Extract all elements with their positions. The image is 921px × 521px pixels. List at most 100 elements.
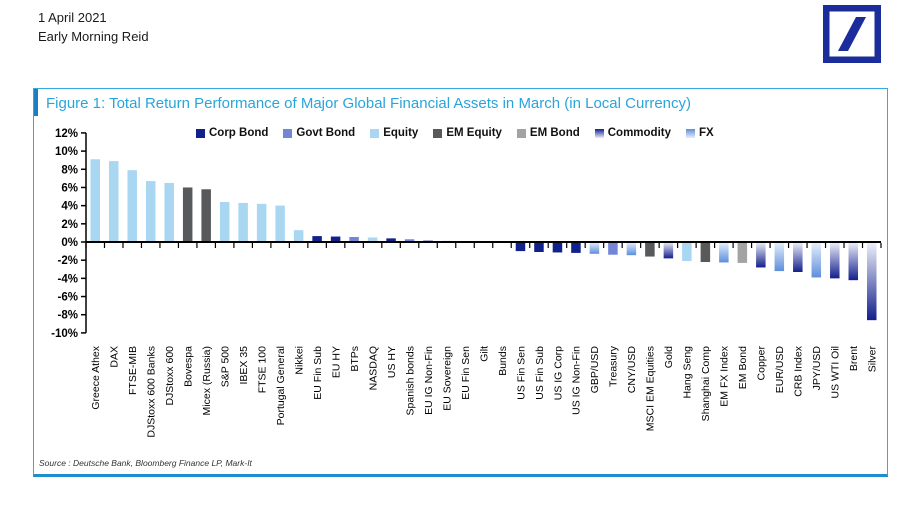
bar-hang-seng xyxy=(682,242,692,262)
x-axis-label: IBEX 35 xyxy=(238,346,250,385)
bar-treasury xyxy=(608,242,618,255)
bar-us-ig-non-fin xyxy=(571,242,581,253)
source-note: Source : Deutsche Bank, Bloomberg Financ… xyxy=(39,458,252,468)
legend-label: Govt Bond xyxy=(296,127,356,139)
bar-us-fin-sub xyxy=(534,242,544,252)
y-axis-tick-label: -6% xyxy=(58,292,78,304)
x-axis-label: DJStoxx 600 Banks xyxy=(146,346,158,438)
y-axis-tick-label: 10% xyxy=(55,146,78,158)
bar-msci-em-equities xyxy=(645,242,655,257)
bar-portugal-general xyxy=(275,205,285,242)
bar-spanish-bonds xyxy=(404,239,415,242)
bar-cny-usd xyxy=(626,242,637,256)
chart-legend: Corp Bond Govt Bond Equity EM Equity EM Bond… xyxy=(196,127,714,139)
legend-label: EM Bond xyxy=(529,127,580,139)
x-axis-label: EU HY xyxy=(330,346,342,378)
x-axis-label: Spanish bonds xyxy=(404,346,416,415)
bar-ftse-100 xyxy=(256,203,267,242)
bar-micex-russia- xyxy=(201,189,211,242)
legend-item-em-bond: EM Bond xyxy=(516,127,580,139)
x-axis-label: EM FX Index xyxy=(719,345,731,406)
bar-btps xyxy=(349,237,359,242)
x-axis-label: EU Fin Sub xyxy=(312,346,324,400)
y-axis-tick-label: -10% xyxy=(51,328,78,340)
x-axis-label: US WTI Oil xyxy=(830,346,842,399)
y-axis-tick-label: 0% xyxy=(61,237,78,249)
legend-swatch-fx-icon xyxy=(686,128,695,138)
x-axis-label: US IG Corp xyxy=(552,346,564,400)
bar-djstoxx-600 xyxy=(164,182,174,242)
bar-eur-usd xyxy=(774,242,785,272)
bar-bovespa xyxy=(182,187,193,242)
x-axis-label: CNY/USD xyxy=(626,346,638,394)
x-axis-label: Hang Seng xyxy=(682,346,694,399)
bar-silver xyxy=(867,242,877,321)
y-axis-tick-label: 12% xyxy=(55,128,78,140)
bar-jpy-usd xyxy=(811,242,822,278)
bar-us-fin-sen xyxy=(515,242,526,252)
legend-item-commodity: Commodity xyxy=(594,127,671,139)
legend-swatch-em-bond-icon xyxy=(516,128,526,138)
bar-eu-fin-sub xyxy=(312,236,322,242)
x-axis-label: US Fin Sen xyxy=(515,346,527,400)
x-axis-label: Gilt xyxy=(478,346,490,362)
bar-nikkei xyxy=(293,230,304,242)
x-axis-label: Copper xyxy=(756,346,768,381)
x-axis-label: NASDAQ xyxy=(367,346,379,390)
x-axis-label: DAX xyxy=(109,346,121,368)
bar-chart: 12% 10% 8% 6% 4% 2% 0% -2% -4% -6% -8% -10% Greece A… xyxy=(51,128,882,438)
figure-title: Figure 1: Total Return Performance of Ma… xyxy=(34,89,887,116)
bar-shanghai-comp xyxy=(700,242,711,262)
x-axis-label: Bovespa xyxy=(182,346,194,387)
x-axis-label: DJStoxx 600 xyxy=(164,346,176,406)
legend-item-govt-bond: Govt Bond xyxy=(283,127,355,139)
x-axis-label: Brent xyxy=(848,346,860,371)
y-axis-tick-label: 6% xyxy=(61,182,78,194)
bar-eu-hy xyxy=(330,236,341,242)
bar-ftse-mib xyxy=(127,170,137,242)
bar-nasdaq xyxy=(367,237,378,242)
figure-box: Figure 1: Total Return Performance of Ma… xyxy=(33,88,888,477)
x-axis-label: Bunds xyxy=(497,346,509,376)
x-axis-label: FTSE 100 xyxy=(256,346,268,393)
x-axis-label: Greece Athex xyxy=(90,345,102,409)
bar-greece-athex xyxy=(90,159,100,242)
legend-item-corp-bond: Corp Bond xyxy=(196,127,268,139)
bar-dax xyxy=(108,161,119,242)
x-axis-label: EM Bond xyxy=(737,346,749,389)
bar-gold xyxy=(663,242,674,259)
legend-swatch-corp-bond-icon xyxy=(196,128,205,138)
bar-us-wti-oil xyxy=(830,242,840,279)
bar-gbp-usd xyxy=(589,242,600,254)
y-axis-tick-label: -2% xyxy=(58,255,78,267)
bar-us-hy xyxy=(386,238,396,242)
x-axis-label: BTPs xyxy=(349,346,361,372)
x-axis-label: JPY/USD xyxy=(811,346,823,391)
x-axis-label: EU IG Non-Fin xyxy=(423,346,435,415)
x-axis-label: Nikkei xyxy=(293,346,305,375)
bar-us-ig-corp xyxy=(552,242,563,253)
x-axis-label: CRB Index xyxy=(793,345,805,397)
bar-em-fx-index xyxy=(719,242,729,263)
bar-em-bond xyxy=(737,242,748,263)
x-axis-label: Micex (Russia) xyxy=(201,346,213,415)
legend-label: FX xyxy=(699,127,714,139)
x-axis-label: Silver xyxy=(867,346,879,373)
x-axis-label: EU Fin Sen xyxy=(460,346,472,400)
report-date: 1 April 2021 xyxy=(38,10,107,25)
x-axis-label: Treasury xyxy=(608,345,620,387)
x-axis-label: MSCI EM Equities xyxy=(645,346,657,431)
legend-swatch-equity-icon xyxy=(370,128,380,138)
x-axis-label: GBP/USD xyxy=(589,346,601,394)
bar-crb-index xyxy=(793,242,803,272)
legend-swatch-commodity-icon xyxy=(594,128,604,138)
legend-swatch-em-equity-icon xyxy=(433,128,443,138)
legend-item-em-equity: EM Equity xyxy=(433,127,502,139)
y-axis-tick-label: 4% xyxy=(61,201,78,213)
deutsche-bank-logo-icon xyxy=(823,5,881,63)
x-axis-label: EU Sovereign xyxy=(441,346,453,411)
x-axis-label: US Fin Sub xyxy=(534,346,546,400)
y-axis-tick-label: 2% xyxy=(61,219,78,231)
x-axis-label: EUR/USD xyxy=(774,346,786,394)
x-axis-label: Shanghai Comp xyxy=(700,346,712,421)
